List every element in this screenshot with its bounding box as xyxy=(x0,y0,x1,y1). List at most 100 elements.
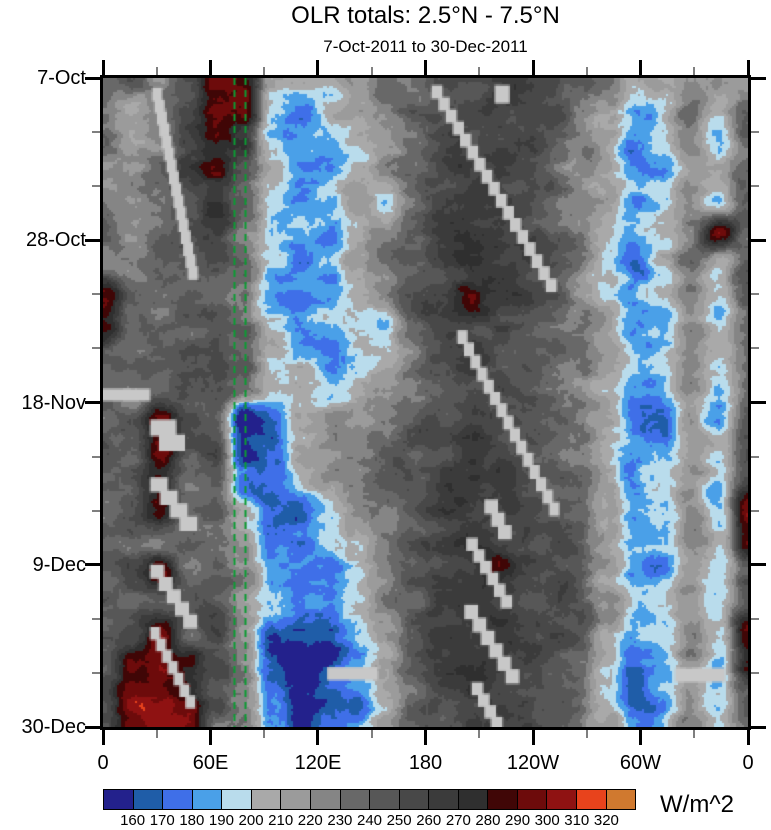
x-minor-tick-top xyxy=(370,67,373,75)
x-axis-label: 120E xyxy=(294,752,342,774)
x-axis-label: 120W xyxy=(506,752,560,774)
colorbar-tick-label: 310 xyxy=(564,812,590,829)
x-minor-tick-top xyxy=(478,67,481,75)
x-major-tick-bottom xyxy=(101,730,105,745)
x-axis-label: 0 xyxy=(742,752,754,774)
x-major-tick-bottom xyxy=(209,730,213,745)
x-major-tick-bottom xyxy=(638,730,642,745)
x-minor-tick-top xyxy=(155,67,158,75)
colorbar-cell-7 xyxy=(310,790,341,809)
y-major-tick-left xyxy=(85,401,100,404)
colorbar-cell-5 xyxy=(251,790,282,809)
y-minor-tick-left xyxy=(92,185,100,188)
y-minor-tick-left xyxy=(92,455,100,458)
y-minor-tick-left xyxy=(92,509,100,512)
colorbar-tick-label: 170 xyxy=(149,812,175,829)
colorbar-cell-16 xyxy=(577,790,607,809)
y-major-tick-left xyxy=(85,76,100,80)
y-axis-label: 9-Dec xyxy=(32,553,86,576)
y-minor-tick-right xyxy=(751,185,759,188)
x-major-tick-top xyxy=(101,60,105,75)
x-minor-tick-bottom xyxy=(585,730,588,738)
chart-subtitle: 7-Oct-2011 to 30-Dec-2011 xyxy=(323,37,528,56)
chart-title: OLR totals: 2.5°N - 7.5°N xyxy=(291,2,560,29)
x-minor-tick-bottom xyxy=(478,730,481,738)
y-minor-tick-right xyxy=(751,509,759,512)
colorbar-cell-15 xyxy=(547,790,577,809)
colorbar-tick-label: 180 xyxy=(179,812,205,829)
y-minor-tick-right xyxy=(751,671,759,674)
y-major-tick-right xyxy=(751,563,766,567)
x-minor-tick-bottom xyxy=(155,730,158,738)
y-minor-tick-left xyxy=(92,293,100,296)
colorbar-tick-label: 240 xyxy=(356,812,383,829)
x-major-tick-top xyxy=(209,60,213,75)
y-major-tick-right xyxy=(751,401,766,404)
colorbar-tick-label: 300 xyxy=(534,812,560,829)
x-axis-label: 180 xyxy=(408,752,443,774)
colorbar-cell-2 xyxy=(163,790,193,809)
x-major-tick-top xyxy=(531,60,535,75)
y-minor-tick-left xyxy=(92,347,100,350)
x-major-tick-bottom xyxy=(746,730,750,745)
y-major-tick-left xyxy=(85,238,100,242)
y-minor-tick-left xyxy=(92,671,100,674)
x-major-tick-top xyxy=(638,60,642,75)
y-minor-tick-right xyxy=(751,293,759,296)
x-minor-tick-top xyxy=(693,67,696,75)
x-minor-tick-bottom xyxy=(263,730,266,738)
colorbar-tick-label: 200 xyxy=(238,812,264,829)
colorbar-cell-13 xyxy=(488,790,518,809)
y-axis-label: 28-Oct xyxy=(25,229,86,252)
colorbar-cell-14 xyxy=(517,790,548,809)
colorbar xyxy=(103,789,636,810)
colorbar-cell-1 xyxy=(133,790,164,809)
colorbar-cell-11 xyxy=(429,790,459,809)
colorbar-cell-4 xyxy=(222,790,252,809)
x-axis-label: 0 xyxy=(97,752,109,774)
colorbar-tick-label: 280 xyxy=(475,812,501,829)
x-minor-tick-bottom xyxy=(693,730,696,738)
x-major-tick-top xyxy=(424,60,427,75)
x-minor-tick-bottom xyxy=(370,730,373,738)
colorbar-unit-label: W/m^2 xyxy=(660,791,734,818)
y-axis-label: 18-Nov xyxy=(21,391,86,414)
y-major-tick-left xyxy=(85,563,100,567)
colorbar-cell-10 xyxy=(399,790,430,809)
y-minor-tick-left xyxy=(92,617,100,620)
colorbar-tick-label: 260 xyxy=(416,812,442,829)
y-axis-label: 7-Oct xyxy=(37,67,86,89)
heatmap-canvas xyxy=(103,78,748,727)
x-axis-label: 60E xyxy=(192,752,229,774)
colorbar-tick-label: 160 xyxy=(120,812,146,829)
x-axis-label: 60W xyxy=(619,752,662,774)
x-minor-tick-top xyxy=(263,67,266,75)
colorbar-tick-label: 210 xyxy=(268,812,294,829)
colorbar-cell-6 xyxy=(281,790,311,809)
y-minor-tick-right xyxy=(751,455,759,458)
colorbar-tick-label: 220 xyxy=(297,812,323,829)
y-major-tick-right xyxy=(751,76,766,80)
colorbar-cell-17 xyxy=(606,790,636,809)
x-major-tick-bottom xyxy=(424,730,427,745)
colorbar-cell-9 xyxy=(370,790,400,809)
colorbar-tick-label: 230 xyxy=(327,812,353,829)
x-major-tick-top xyxy=(746,60,750,75)
y-axis-label: 30-Dec xyxy=(21,716,86,738)
y-minor-tick-left xyxy=(92,131,100,134)
y-minor-tick-right xyxy=(751,617,759,620)
y-minor-tick-right xyxy=(751,347,759,350)
x-minor-tick-top xyxy=(585,67,588,75)
colorbar-tick-label: 250 xyxy=(386,812,412,829)
y-minor-tick-right xyxy=(751,131,759,134)
y-major-tick-right xyxy=(751,238,766,242)
colorbar-cell-3 xyxy=(192,790,223,809)
colorbar-tick-label: 190 xyxy=(208,812,234,829)
colorbar-cell-0 xyxy=(104,790,134,809)
x-major-tick-bottom xyxy=(531,730,535,745)
y-major-tick-left xyxy=(85,725,100,729)
colorbar-cell-8 xyxy=(340,790,371,809)
x-major-tick-top xyxy=(316,60,320,75)
y-major-tick-right xyxy=(751,725,766,729)
